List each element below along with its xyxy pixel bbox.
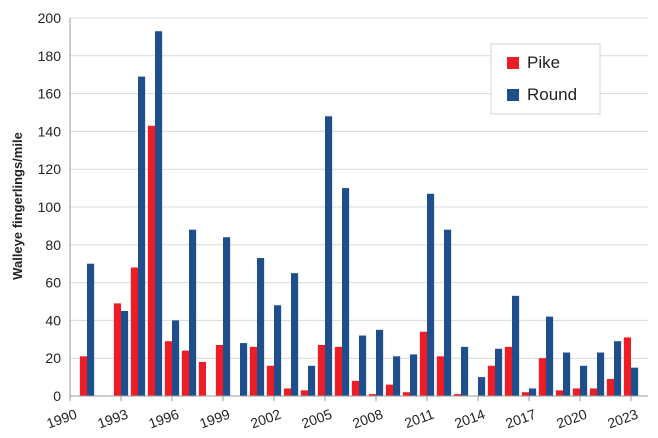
- bar-round: [631, 367, 639, 396]
- y-tick-label: 160: [38, 86, 62, 102]
- bar-pike: [130, 267, 138, 396]
- legend: Pike Round: [490, 43, 601, 115]
- y-tick-label: 80: [45, 237, 61, 253]
- x-tick-label: 1996: [146, 406, 181, 432]
- bar-round: [138, 76, 146, 396]
- bar-pike: [623, 337, 631, 396]
- bar-series: [79, 31, 639, 396]
- bar-round: [155, 31, 163, 396]
- bar-pike: [504, 346, 512, 396]
- y-tick-label: 60: [45, 275, 61, 291]
- bar-round: [376, 329, 384, 396]
- bar-round: [546, 316, 554, 396]
- x-tick-label: 2005: [299, 406, 334, 432]
- bar-round: [580, 365, 588, 396]
- bar-pike: [436, 356, 444, 396]
- x-tick-label: 2020: [554, 406, 589, 432]
- bar-pike: [164, 341, 172, 396]
- bar-round: [121, 310, 129, 396]
- bar-round: [189, 229, 197, 396]
- bar-pike: [487, 365, 495, 396]
- bar-pike: [317, 344, 325, 396]
- bar-pike: [385, 384, 393, 396]
- bar-round: [342, 188, 350, 396]
- bar-round: [240, 343, 248, 396]
- x-tick-label: 2011: [402, 406, 436, 431]
- y-tick-label: 180: [38, 48, 62, 64]
- bar-round: [410, 354, 418, 396]
- bar-pike: [555, 390, 563, 396]
- bar-round: [461, 346, 469, 396]
- bar-pike: [453, 394, 461, 396]
- bar-round: [87, 263, 95, 396]
- y-tick-label: 200: [38, 10, 62, 26]
- bar-round: [393, 356, 401, 396]
- bar-round: [427, 193, 435, 396]
- x-tick-labels: 1990 1993 1996 1999 2002 2005 2008 2011 2014 2017…: [44, 406, 640, 432]
- bar-pike: [521, 392, 529, 396]
- bar-round: [325, 116, 333, 396]
- bar-round: [495, 348, 503, 396]
- bar-round: [291, 273, 299, 396]
- legend-swatch-pike: [507, 57, 519, 69]
- bar-round: [529, 388, 537, 396]
- bar-pike: [113, 303, 121, 396]
- bar-pike: [368, 394, 376, 396]
- y-axis-title: Walleye fingerlings/mile: [10, 132, 25, 280]
- bar-round: [308, 365, 316, 396]
- bar-pike: [334, 346, 342, 396]
- gridlines: [70, 17, 648, 359]
- y-tick-label: 140: [38, 123, 62, 139]
- legend-label-pike: Pike: [527, 53, 560, 72]
- x-tick-label: 1990: [44, 406, 79, 432]
- bar-round: [512, 295, 520, 396]
- bar-pike: [215, 344, 223, 396]
- bar-pike: [266, 365, 274, 396]
- x-tick-label: 2023: [605, 406, 640, 432]
- bar-round: [274, 305, 282, 396]
- bar-round: [614, 341, 622, 396]
- bar-pike: [419, 331, 427, 396]
- bar-round: [478, 377, 486, 396]
- y-tick-labels: 0 20 40 60 80 100 120 140 160 180 200: [38, 10, 62, 404]
- bar-round: [359, 335, 367, 396]
- y-tick-label: 100: [38, 199, 62, 215]
- bar-pike: [147, 125, 155, 396]
- legend-swatch-round: [507, 89, 519, 101]
- bar-round: [597, 352, 605, 396]
- bar-pike: [606, 378, 614, 396]
- x-tick-label: 2002: [248, 406, 283, 432]
- bar-pike: [249, 346, 257, 396]
- bar-round: [563, 352, 571, 396]
- bar-pike: [283, 388, 291, 396]
- x-tick-label: 1999: [197, 406, 232, 432]
- bar-pike: [538, 358, 546, 396]
- legend-label-round: Round: [527, 85, 577, 104]
- y-tick-label: 20: [45, 350, 61, 366]
- bar-pike: [589, 388, 597, 396]
- bar-pike: [198, 361, 206, 396]
- axes: [69, 18, 648, 401]
- bar-round: [223, 237, 231, 396]
- bar-pike: [351, 380, 359, 396]
- bar-round: [444, 229, 452, 396]
- legend-box: [490, 43, 601, 115]
- bar-pike: [572, 388, 580, 396]
- bar-pike: [79, 356, 87, 396]
- bar-pike: [181, 350, 189, 396]
- bar-round: [172, 320, 180, 396]
- x-tick-label: 2014: [452, 406, 487, 432]
- bar-pike: [402, 392, 410, 396]
- bar-round: [257, 258, 265, 396]
- x-tick-label: 1993: [95, 406, 130, 432]
- bar-pike: [300, 390, 308, 396]
- y-tick-label: 120: [38, 161, 62, 177]
- y-tick-label: 0: [53, 388, 61, 404]
- x-tick-label: 2008: [350, 406, 385, 432]
- x-tick-label: 2017: [503, 406, 538, 432]
- y-tick-label: 40: [45, 312, 61, 328]
